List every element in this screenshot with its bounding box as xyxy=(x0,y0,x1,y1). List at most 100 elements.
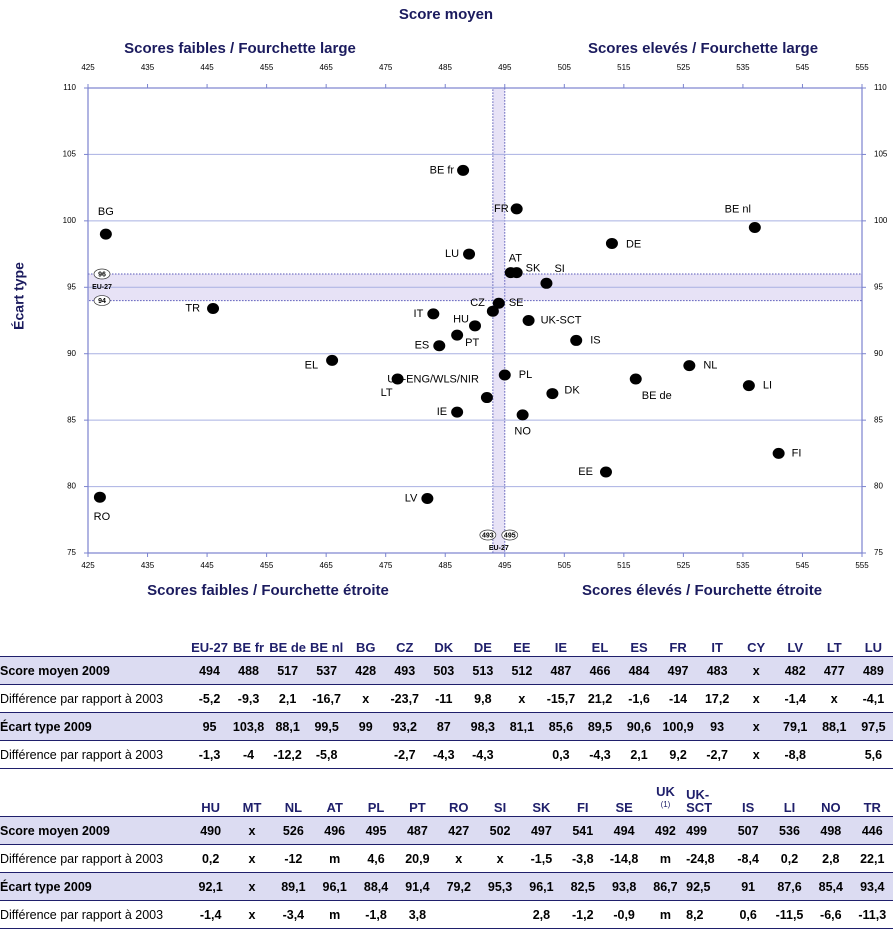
point xyxy=(463,248,476,260)
x-tick-label: 535 xyxy=(736,63,750,72)
x-tick-label: 455 xyxy=(260,63,274,72)
y-tick-label: 75 xyxy=(874,548,883,557)
point-label: SI xyxy=(554,263,564,275)
top-label: Scores elevés / Fourchette large xyxy=(588,40,818,57)
x-tick-label: 485 xyxy=(439,561,453,570)
x-tick-label: 505 xyxy=(558,63,572,72)
table-body: Score moyen 2009 494 488 517 537 428 493 503 513… xyxy=(0,656,893,769)
cell xyxy=(438,900,480,929)
y-tick-label: 95 xyxy=(67,282,76,291)
point-label: HU xyxy=(453,314,469,326)
column-header: FI xyxy=(562,772,604,817)
cell: -4 xyxy=(229,740,269,769)
header-note: (1) xyxy=(660,799,671,809)
point-label: LU xyxy=(445,248,459,260)
cell: 428 xyxy=(346,656,386,685)
column-header: DK xyxy=(424,612,464,657)
cell: 498 xyxy=(810,816,852,845)
point-label: BE fr xyxy=(430,164,455,176)
eu27-label: EU-27 xyxy=(489,545,509,552)
cell: m xyxy=(314,900,356,929)
point xyxy=(326,354,339,366)
cell: 502 xyxy=(479,816,521,845)
cell: 17,2 xyxy=(697,684,737,713)
cell: 492 xyxy=(644,816,687,845)
table-row: Différence par rapport à 2003 -5,2 -9,3 2,1… xyxy=(0,684,893,713)
header-row: HU MT NL AT PL PT RO SI SK FI SE UK (1) UK-SCT IS LI NO T… xyxy=(0,772,893,817)
column-header: EU-27 xyxy=(190,612,230,657)
cell: -11 xyxy=(424,684,464,713)
x-tick-label: 505 xyxy=(558,561,572,570)
x-tick-label: 545 xyxy=(796,561,810,570)
point-label: LV xyxy=(405,492,418,504)
plot-border xyxy=(87,87,863,554)
point-label: BE de xyxy=(642,390,672,402)
y-axis-label: Écart type xyxy=(11,262,27,330)
cell: x xyxy=(736,656,776,685)
table: HU MT NL AT PL PT RO SI SK FI SE UK (1) UK-SCT IS LI NO T… xyxy=(0,772,893,929)
cell: 489 xyxy=(853,656,893,685)
row-label: Score moyen 2009 xyxy=(0,656,190,685)
cell: 96,1 xyxy=(314,872,356,901)
cell: 88,1 xyxy=(814,712,854,741)
y-tick-label: 105 xyxy=(874,150,888,159)
cell: 99,5 xyxy=(307,712,347,741)
cell: 2,1 xyxy=(619,740,659,769)
cell: 497 xyxy=(658,656,698,685)
x-tick-label: 465 xyxy=(319,63,333,72)
table-head: EU-27 BE fr BE de BE nl BG CZ DK DE EE IE EL ES FR IT… xyxy=(0,612,893,657)
cell: 9,2 xyxy=(658,740,698,769)
cell: x xyxy=(736,684,776,713)
cell: m xyxy=(644,844,687,873)
eu27-oval xyxy=(93,295,111,306)
point xyxy=(599,466,612,478)
x-tick-label: 435 xyxy=(141,63,155,72)
x-tick-label: 535 xyxy=(736,561,750,570)
cell: 477 xyxy=(814,656,854,685)
y-tick-label: 110 xyxy=(63,83,76,92)
cell: -23,7 xyxy=(385,684,425,713)
cell: x xyxy=(438,844,480,873)
column-header: SK xyxy=(520,772,563,817)
point xyxy=(546,388,559,400)
cell: 483 xyxy=(697,656,737,685)
cell: 526 xyxy=(272,816,315,845)
x-tick-label: 425 xyxy=(81,63,95,72)
point-label: DE xyxy=(626,238,641,250)
cell: 81,1 xyxy=(502,712,542,741)
cell: x xyxy=(814,684,854,713)
cell: -8,4 xyxy=(727,844,769,873)
cell: 96,1 xyxy=(520,872,563,901)
cell: 90,6 xyxy=(619,712,659,741)
x-tick-label: 525 xyxy=(677,561,691,570)
cell: 536 xyxy=(768,816,811,845)
cell xyxy=(479,900,521,929)
cell: -0,9 xyxy=(603,900,645,929)
point xyxy=(391,373,404,385)
corner xyxy=(0,772,190,817)
cell: m xyxy=(314,844,356,873)
column-header: RO xyxy=(438,772,480,817)
column-header: TR xyxy=(851,772,893,817)
x-tick-label: 435 xyxy=(141,561,155,570)
table-head: HU MT NL AT PL PT RO SI SK FI SE UK (1) UK-SCT IS LI NO T… xyxy=(0,772,893,817)
point xyxy=(492,297,505,309)
cell: x xyxy=(231,900,273,929)
point xyxy=(469,320,481,332)
cell: -11,3 xyxy=(851,900,893,929)
cell: -5,2 xyxy=(190,684,230,713)
cell: 0,3 xyxy=(541,740,581,769)
y-tick-label: 80 xyxy=(67,482,76,491)
point xyxy=(516,409,529,421)
eu27-label: EU-27 xyxy=(92,284,112,291)
point-label: IE xyxy=(437,406,447,418)
cell: x xyxy=(231,844,273,873)
cell: 92,1 xyxy=(190,872,232,901)
chart: Score moyen Scores faibles / Fourchette … xyxy=(11,6,888,599)
point xyxy=(772,447,785,459)
point-label: AT xyxy=(509,253,523,265)
cell: 482 xyxy=(775,656,815,685)
column-header: EL xyxy=(580,612,620,657)
cell: 496 xyxy=(314,816,356,845)
